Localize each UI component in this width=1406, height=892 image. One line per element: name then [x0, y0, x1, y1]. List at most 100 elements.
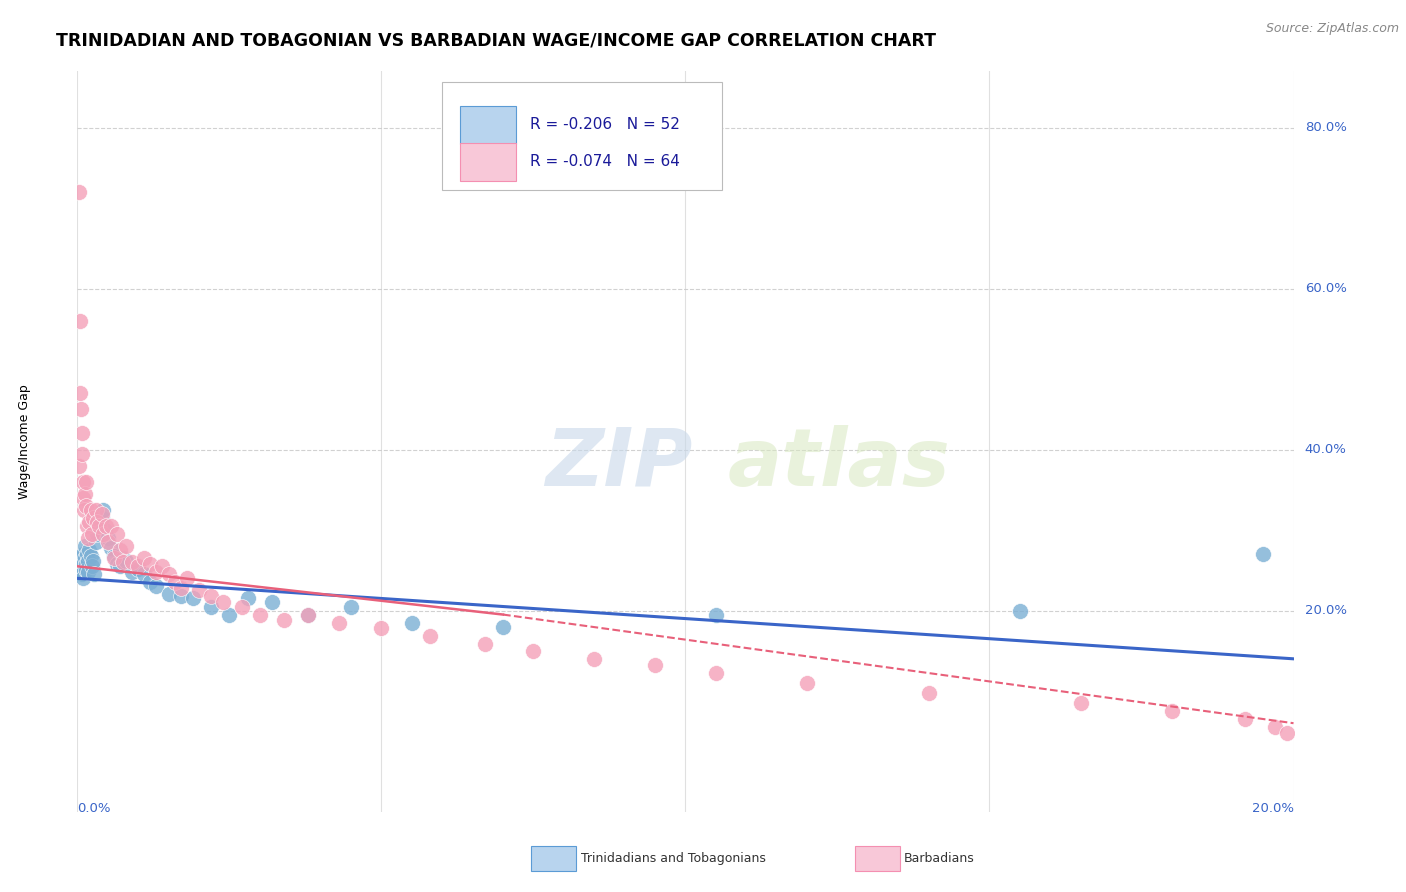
Point: [76, 519, 98, 533]
Point: [704, 666, 727, 681]
Point: [297, 607, 319, 622]
Point: [401, 615, 423, 630]
Point: [328, 615, 350, 630]
FancyBboxPatch shape: [460, 106, 516, 145]
Point: [163, 575, 186, 590]
Point: [69, 386, 91, 401]
Point: [70, 402, 93, 417]
Point: [134, 567, 156, 582]
Point: [70, 567, 93, 582]
Point: [111, 551, 134, 566]
Point: [94, 523, 117, 537]
Point: [79, 543, 101, 558]
Point: [522, 644, 544, 658]
Point: [796, 676, 818, 690]
Point: [218, 607, 240, 622]
Text: R = -0.074   N = 64: R = -0.074 N = 64: [530, 153, 679, 169]
Point: [75, 499, 97, 513]
Point: [75, 487, 97, 501]
Point: [77, 565, 100, 579]
Point: [115, 554, 138, 568]
Point: [70, 426, 93, 441]
Point: [1277, 726, 1299, 740]
Point: [139, 557, 162, 571]
Point: [108, 559, 131, 574]
Text: ZIP: ZIP: [546, 425, 693, 503]
Point: [93, 527, 115, 541]
Point: [419, 629, 441, 643]
Point: [139, 575, 162, 590]
Point: [70, 554, 93, 568]
Point: [72, 491, 94, 505]
Point: [1264, 720, 1286, 734]
Text: 20.0%: 20.0%: [1251, 802, 1294, 815]
Point: [82, 554, 104, 568]
Point: [200, 589, 222, 603]
Point: [181, 591, 204, 606]
Point: [108, 543, 131, 558]
Point: [115, 539, 138, 553]
Point: [93, 503, 115, 517]
Text: Trinidadians and Tobagonians: Trinidadians and Tobagonians: [581, 852, 765, 864]
Text: R = -0.206   N = 52: R = -0.206 N = 52: [530, 117, 679, 132]
Text: Wage/Income Gap: Wage/Income Gap: [18, 384, 31, 499]
Point: [69, 562, 91, 576]
Point: [80, 549, 103, 563]
Point: [111, 555, 134, 569]
Point: [76, 554, 98, 568]
Point: [83, 567, 105, 582]
Point: [918, 685, 941, 699]
Point: [67, 551, 90, 566]
Point: [1233, 712, 1256, 726]
Point: [1161, 704, 1184, 718]
Point: [273, 613, 295, 627]
Point: [188, 583, 211, 598]
Point: [89, 519, 111, 533]
Point: [75, 557, 97, 571]
Point: [583, 652, 606, 666]
Point: [75, 475, 97, 489]
Point: [69, 314, 91, 328]
Point: [69, 565, 91, 579]
Point: [103, 549, 125, 563]
Point: [105, 527, 128, 541]
FancyBboxPatch shape: [441, 82, 721, 190]
Point: [72, 571, 94, 585]
Point: [492, 619, 515, 633]
Point: [105, 557, 128, 571]
Point: [100, 541, 122, 555]
Point: [103, 551, 125, 566]
Point: [70, 559, 93, 574]
Text: 60.0%: 60.0%: [1305, 282, 1347, 295]
Point: [67, 185, 90, 199]
Point: [1070, 696, 1092, 710]
Point: [121, 555, 143, 569]
Point: [75, 551, 97, 566]
Point: [127, 562, 149, 576]
Point: [644, 658, 666, 673]
Point: [86, 527, 108, 541]
Point: [97, 531, 120, 545]
Text: 0.0%: 0.0%: [77, 802, 111, 815]
Point: [67, 557, 90, 571]
Point: [704, 607, 727, 622]
Point: [73, 503, 96, 517]
Point: [73, 539, 96, 553]
Text: Barbadians: Barbadians: [904, 852, 974, 864]
Point: [231, 599, 253, 614]
Point: [176, 571, 198, 585]
Point: [157, 587, 180, 601]
Point: [67, 458, 90, 473]
Point: [260, 595, 283, 609]
Point: [75, 563, 97, 577]
Point: [145, 579, 167, 593]
Point: [72, 475, 94, 489]
Point: [474, 637, 496, 651]
Point: [297, 607, 319, 622]
Point: [79, 515, 101, 529]
Point: [200, 599, 222, 614]
Text: atlas: atlas: [728, 425, 950, 503]
Point: [236, 591, 259, 606]
Point: [90, 507, 112, 521]
Point: [94, 519, 117, 533]
